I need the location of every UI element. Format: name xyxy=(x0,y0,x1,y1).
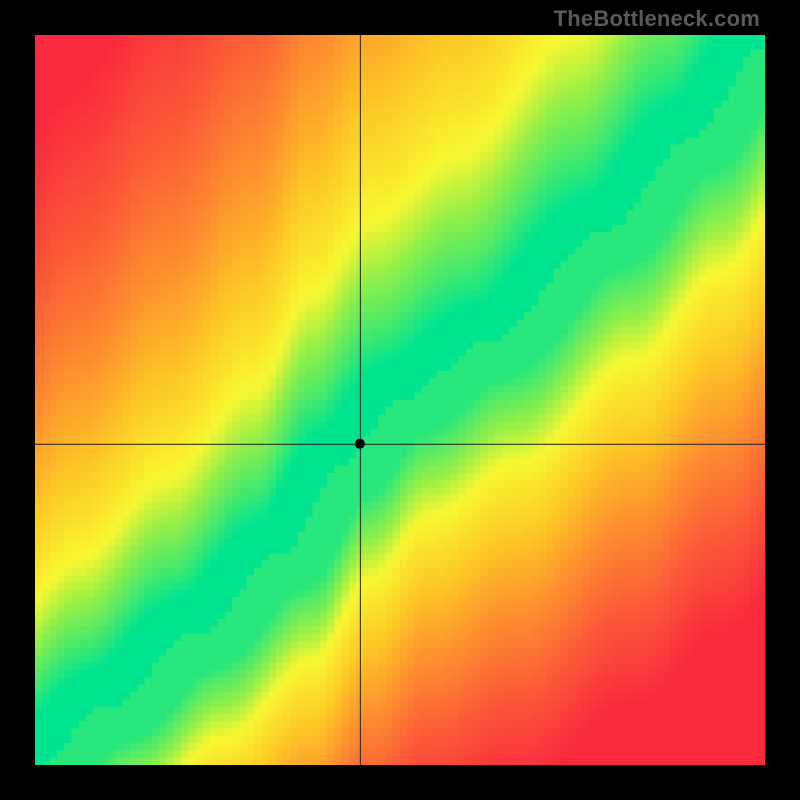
bottleneck-heatmap xyxy=(0,0,800,800)
chart-container: TheBottleneck.com xyxy=(0,0,800,800)
watermark-text: TheBottleneck.com xyxy=(554,6,760,32)
